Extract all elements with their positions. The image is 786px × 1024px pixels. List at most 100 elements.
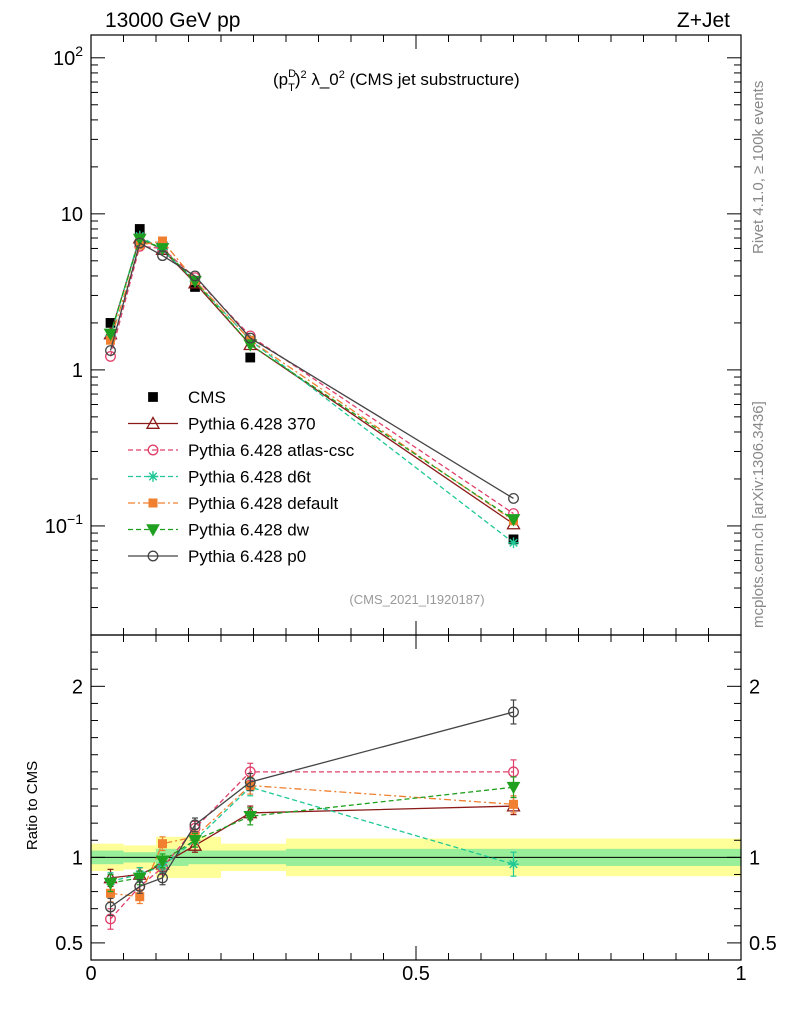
plot-title-part: D xyxy=(288,68,296,80)
mc-series-marker xyxy=(105,350,116,362)
side-label-bottom: mcplots.cern.ch [arXiv:1306.3436] xyxy=(750,401,767,628)
main-frame xyxy=(90,34,742,636)
plot-title-part: λ_0 xyxy=(307,70,339,89)
x-tick-label: 0 xyxy=(85,963,96,985)
cms-data-point xyxy=(105,318,116,328)
mc-series-marker xyxy=(189,270,201,282)
mc-series-5 xyxy=(105,237,519,504)
energy-label: 13000 GeV pp xyxy=(105,9,240,32)
legend-label: Pythia 6.428 dw xyxy=(188,521,310,540)
y-tick-base: 10 xyxy=(53,48,75,70)
x-tick-label: 1 xyxy=(735,963,746,985)
ratio-y-axis-label: Ratio to CMS xyxy=(24,761,41,850)
plot-title-part: (p xyxy=(273,70,288,89)
cms-data-point xyxy=(245,352,256,363)
legend-marker xyxy=(147,550,159,562)
ratio-y-tick-label: 1 xyxy=(72,847,83,869)
mc-series-marker xyxy=(506,514,521,527)
mc-series-marker xyxy=(103,328,118,341)
ratio-series-line xyxy=(110,711,514,908)
ratio-y-tick-label-right: 2 xyxy=(749,676,760,698)
mc-series-marker xyxy=(508,493,519,504)
ratio-series-marker xyxy=(506,781,521,795)
legend-entry-2: Pythia 6.428 d6t xyxy=(128,468,311,487)
ratio-y-tick-label-right: 0.5 xyxy=(749,933,777,955)
mc-series-marker xyxy=(134,237,146,249)
ratio-series-marker xyxy=(105,901,116,913)
ratio-series-marker xyxy=(157,872,168,884)
ratio-series-marker xyxy=(155,855,170,868)
mc-series-1 xyxy=(105,240,519,520)
y-tick-exponent: −1 xyxy=(67,511,83,527)
mc-series-line xyxy=(109,242,514,500)
plot-title-part: T xyxy=(288,82,295,94)
y-tick-label: 10 xyxy=(61,204,83,226)
legend-entry-4: Pythia 6.428 dw xyxy=(128,521,310,540)
ratio-series-line xyxy=(110,786,514,884)
ratio-series-marker xyxy=(106,888,115,898)
legend-entry-1: Pythia 6.428 atlas-csc xyxy=(128,441,355,460)
plot-title-part: 2 xyxy=(339,69,345,81)
ratio-series-marker xyxy=(158,839,167,849)
y-tick-base: 10 xyxy=(45,516,67,538)
mc-series-marker xyxy=(243,339,258,352)
ratio-series-line xyxy=(110,771,514,920)
legend-label: Pythia 6.428 default xyxy=(188,494,339,513)
mc-series-marker xyxy=(158,236,167,246)
legend-label: Pythia 6.428 atlas-csc xyxy=(188,441,355,460)
mc-series-marker xyxy=(155,243,170,256)
ratio-series-marker xyxy=(243,811,258,824)
cms-data-point xyxy=(134,224,145,234)
ratio-series-marker xyxy=(508,706,519,718)
plot-title-part: (CMS jet substructure) xyxy=(345,70,520,89)
ratio-y-tick-label: 0.5 xyxy=(55,933,83,955)
process-label: Z+Jet xyxy=(677,9,730,32)
legend-marker xyxy=(148,498,158,508)
mc-series-marker xyxy=(105,345,116,357)
ratio-series-marker xyxy=(244,776,256,788)
mc-series-line xyxy=(109,238,514,521)
ratio-series-marker xyxy=(508,858,519,870)
legend-entry-3: Pythia 6.428 default xyxy=(128,494,339,513)
plot-title: (pD T)2 λ_02 (CMS jet substructure) xyxy=(273,68,520,94)
legend-entry-5: Pythia 6.428 p0 xyxy=(128,547,306,566)
side-label-top: Rivet 4.1.0, ≥ 100k events xyxy=(750,81,767,254)
ratio-series-marker xyxy=(189,819,201,831)
ratio-series-marker xyxy=(187,838,203,851)
plot-title-part: 2 xyxy=(300,69,306,81)
analysis-watermark: (CMS_2021_I1920187) xyxy=(349,592,484,607)
ratio-series-marker xyxy=(103,877,118,891)
y-tick-label: 1 xyxy=(72,360,83,382)
legend-label: Pythia 6.428 d6t xyxy=(188,468,311,487)
legend-entry-cms: CMS xyxy=(148,388,226,407)
ratio-y-tick-label: 2 xyxy=(72,676,83,698)
ratio-series-marker xyxy=(188,834,202,848)
mc-series-marker xyxy=(508,537,519,549)
ratio-series-5 xyxy=(105,699,519,917)
ratio-series-marker xyxy=(135,892,145,902)
legend-marker xyxy=(147,471,159,482)
mc-series-0 xyxy=(103,230,521,530)
y-tick-label: 10−1 xyxy=(45,511,83,538)
ratio-y-tick-label-right: 1 xyxy=(749,847,760,869)
legend-label-cms: CMS xyxy=(188,388,226,407)
mc-series-line xyxy=(109,237,514,525)
legend-marker-cms xyxy=(148,392,158,402)
ratio-series-marker xyxy=(509,799,518,809)
y-tick-exponent: 2 xyxy=(75,43,83,59)
legend: CMS Pythia 6.428 370 Pythia 6.428 atlas-cs… xyxy=(128,388,355,566)
x-tick-label: 0.5 xyxy=(402,963,430,985)
mc-series-3 xyxy=(106,236,518,526)
y-tick-label: 102 xyxy=(53,43,83,70)
mc-series-marker xyxy=(244,332,256,344)
ratio-series-marker xyxy=(134,880,146,892)
legend-label: Pythia 6.428 p0 xyxy=(188,547,306,566)
ratio-series-marker xyxy=(132,872,147,885)
mc-series-line xyxy=(109,245,514,515)
legend-label: Pythia 6.428 370 xyxy=(188,415,316,434)
plot-title-part: ) xyxy=(295,70,301,89)
legend-entry-0: Pythia 6.428 370 xyxy=(128,415,316,434)
